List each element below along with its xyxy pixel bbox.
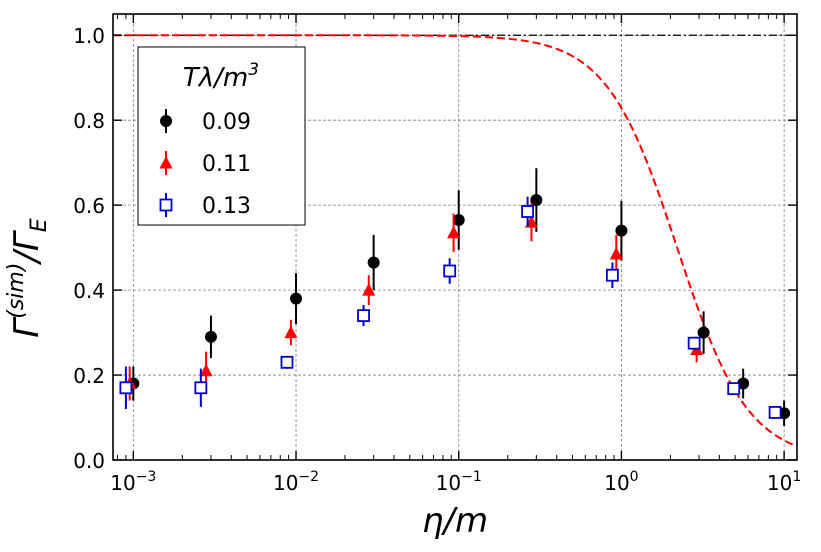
y-label-sub: E (27, 218, 52, 232)
legend: Tλ/m3 0.09 0.11 0.13 (137, 46, 306, 226)
legend-entry: 0.13 (159, 193, 251, 219)
axis-ticks: 0.0 0.2 0.4 0.6 0.8 1.0 10−3 10−2 10−1 100 101 (73, 14, 801, 495)
legend-title-main: Tλ/m (183, 63, 248, 93)
data-point (737, 377, 750, 390)
x-tick-label: 101 (767, 469, 801, 495)
x-tick-label: 100 (604, 469, 638, 495)
x-axis-label: η/m (422, 501, 488, 541)
legend-title: Tλ/m3 (183, 60, 259, 93)
x-tick-label: 10−2 (273, 469, 319, 495)
legend-label: 0.13 (202, 194, 251, 219)
legend-entries: 0.09 0.11 0.13 (159, 109, 251, 219)
legend-label: 0.09 (202, 110, 251, 135)
y-label-sup: (sim) (4, 263, 29, 319)
data-point (768, 406, 782, 419)
data-point (284, 325, 298, 339)
data-point (357, 309, 370, 322)
x-tick-label: 10−3 (110, 469, 156, 495)
data-point (605, 268, 619, 282)
data-point (530, 194, 543, 207)
y-label-main: Γ (7, 316, 47, 338)
data-point (199, 363, 213, 377)
y-tick-label: 0.8 (73, 109, 105, 133)
y-label-slash: /Γ (7, 229, 47, 265)
legend-title-sup: 3 (248, 60, 259, 80)
data-point (615, 224, 628, 237)
data-point (290, 292, 303, 305)
data-point (452, 214, 465, 227)
reference-lines (113, 34, 798, 448)
legend-label: 0.11 (202, 152, 251, 177)
data-point (204, 330, 217, 343)
data-point (609, 246, 623, 260)
y-tick-label: 0.2 (73, 364, 105, 388)
legend-entry: 0.11 (159, 151, 251, 177)
y-tick-label: 0.4 (73, 279, 105, 303)
data-point (443, 264, 457, 278)
series-0.13 (119, 196, 782, 419)
data-point (362, 283, 376, 296)
data-point (697, 326, 710, 339)
x-tick-label: 10−1 (436, 469, 482, 495)
legend-entry: 0.09 (160, 109, 251, 135)
data-series (119, 168, 791, 427)
data-point (727, 382, 741, 396)
y-tick-label: 0.6 (73, 194, 105, 218)
data-point (367, 256, 380, 269)
legend-marker (160, 115, 172, 127)
y-axis-label: Γ(sim)/ΓE (4, 218, 52, 338)
y-tick-label: 0.0 (73, 449, 105, 473)
plot-frame (112, 13, 798, 461)
data-point (447, 225, 461, 239)
data-point (119, 381, 133, 395)
legend-marker (159, 198, 173, 212)
data-point (521, 205, 534, 218)
legend-marker (159, 156, 173, 169)
reference-curve (113, 34, 798, 448)
data-point (280, 355, 294, 369)
y-tick-label: 1.0 (73, 24, 105, 48)
data-point (687, 336, 701, 350)
data-point (194, 381, 208, 395)
